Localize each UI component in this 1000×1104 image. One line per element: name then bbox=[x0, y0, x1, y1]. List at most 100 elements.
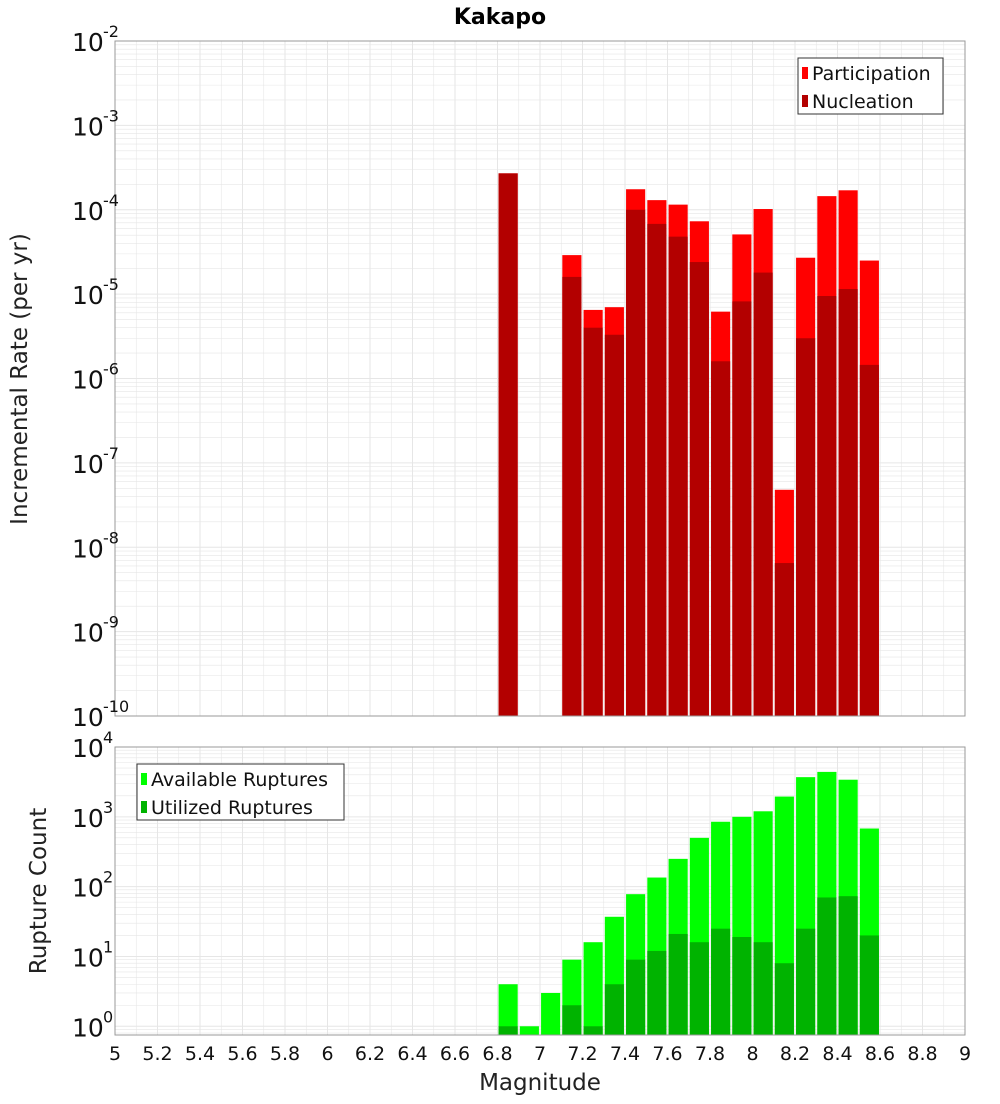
x-tick-label: 9 bbox=[959, 1043, 971, 1065]
rate-plot-frame bbox=[114, 40, 966, 717]
x-tick-label: 5.6 bbox=[227, 1043, 257, 1065]
rate-y-tick-exponent: -2 bbox=[103, 22, 119, 41]
x-tick-label: 7.4 bbox=[610, 1043, 640, 1065]
x-tick-label: 8 bbox=[746, 1043, 758, 1065]
count-bar-utilized-ruptures bbox=[859, 935, 879, 1035]
count-y-tick-exponent: 2 bbox=[103, 868, 113, 887]
chart-title: Kakapo bbox=[454, 5, 546, 30]
rate-bar-nucleation bbox=[838, 289, 858, 716]
rate-y-tick-exponent: -4 bbox=[103, 191, 119, 210]
count-legend-box bbox=[136, 763, 345, 821]
rate-y-tick-label: 10 bbox=[72, 619, 104, 648]
count-legend-swatch bbox=[141, 773, 147, 785]
count-bar-utilized-ruptures bbox=[732, 936, 752, 1035]
x-tick-label: 5.4 bbox=[185, 1043, 215, 1065]
count-y-tick-exponent: 3 bbox=[103, 798, 113, 817]
rate-bar-nucleation bbox=[626, 209, 646, 716]
rate-bar-nucleation bbox=[796, 338, 816, 716]
rate-bar-nucleation bbox=[562, 276, 582, 716]
rate-y-tick-label: 10 bbox=[72, 366, 104, 395]
count-bar-available-ruptures bbox=[583, 942, 603, 1035]
rate-bar-nucleation bbox=[817, 296, 837, 716]
rate-bar-nucleation bbox=[753, 272, 773, 716]
count-bar-utilized-ruptures bbox=[647, 950, 667, 1035]
rate-y-tick-label: 10 bbox=[72, 28, 104, 57]
count-bar-available-ruptures bbox=[519, 1026, 539, 1035]
count-bar-utilized-ruptures bbox=[838, 896, 858, 1035]
rate-legend-box bbox=[797, 57, 944, 115]
rate-y-tick-exponent: -3 bbox=[103, 106, 119, 125]
rate-y-tick-label: 10 bbox=[72, 450, 104, 479]
rate-bar-nucleation bbox=[604, 334, 624, 716]
rate-y-tick-exponent: -9 bbox=[103, 613, 119, 632]
count-bar-utilized-ruptures bbox=[753, 942, 773, 1035]
count-legend-label: Available Ruptures bbox=[151, 769, 328, 791]
count-y-tick-label: 10 bbox=[72, 943, 104, 972]
x-tick-label: 6.4 bbox=[397, 1043, 427, 1065]
rate-bar-nucleation bbox=[689, 262, 709, 716]
rate-y-tick-exponent: -8 bbox=[103, 528, 119, 547]
count-y-tick-exponent: 4 bbox=[103, 728, 113, 747]
count-y-tick-label: 10 bbox=[72, 804, 104, 833]
x-tick-label: 6.8 bbox=[482, 1043, 512, 1065]
count-bar-utilized-ruptures bbox=[604, 984, 624, 1035]
rate-bar-nucleation bbox=[732, 301, 752, 716]
rate-bar-nucleation bbox=[647, 223, 667, 716]
count-plot-frame bbox=[114, 746, 966, 1036]
x-tick-label: 8.8 bbox=[907, 1043, 937, 1065]
rate-legend-label: Participation bbox=[812, 63, 931, 85]
count-bar-utilized-ruptures bbox=[711, 928, 731, 1035]
x-tick-label: 7.8 bbox=[695, 1043, 725, 1065]
x-tick-label: 6.2 bbox=[355, 1043, 385, 1065]
rate-bar-nucleation bbox=[711, 361, 731, 716]
count-y-tick-label: 10 bbox=[72, 734, 104, 763]
rate-y-tick-label: 10 bbox=[72, 703, 104, 732]
rate-bar-nucleation bbox=[583, 327, 603, 716]
count-bar-available-ruptures bbox=[498, 984, 518, 1035]
x-tick-label: 8.2 bbox=[780, 1043, 810, 1065]
count-legend-label: Utilized Ruptures bbox=[151, 797, 313, 819]
count-bar-utilized-ruptures bbox=[562, 1005, 582, 1035]
rate-y-tick-exponent: -10 bbox=[103, 697, 129, 716]
rate-legend-label: Nucleation bbox=[812, 91, 914, 113]
x-axis-label: Magnitude bbox=[479, 1070, 601, 1096]
rate-y-tick-label: 10 bbox=[72, 197, 104, 226]
x-tick-label: 6.6 bbox=[440, 1043, 470, 1065]
x-tick-label: 6 bbox=[321, 1043, 333, 1065]
rate-bar-nucleation bbox=[774, 563, 794, 716]
count-y-tick-exponent: 1 bbox=[103, 937, 113, 956]
bottom-y-axis-label: Rupture Count bbox=[26, 808, 52, 974]
x-tick-label: 8.4 bbox=[822, 1043, 852, 1065]
count-bar-utilized-ruptures bbox=[817, 897, 837, 1035]
rate-y-tick-exponent: -5 bbox=[103, 275, 119, 294]
count-bar-utilized-ruptures bbox=[626, 959, 646, 1035]
x-tick-label: 7.2 bbox=[567, 1043, 597, 1065]
x-tick-label: 7 bbox=[534, 1043, 546, 1065]
x-tick-label: 7.6 bbox=[652, 1043, 682, 1065]
count-bar-utilized-ruptures bbox=[668, 933, 688, 1035]
count-y-tick-label: 10 bbox=[72, 874, 104, 903]
rate-legend-swatch bbox=[802, 95, 808, 107]
count-legend-swatch bbox=[141, 801, 147, 813]
count-bar-utilized-ruptures bbox=[689, 942, 709, 1035]
x-tick-label: 8.6 bbox=[865, 1043, 895, 1065]
rate-y-tick-label: 10 bbox=[72, 112, 104, 141]
rate-y-tick-label: 10 bbox=[72, 534, 104, 563]
count-bar-utilized-ruptures bbox=[498, 1026, 518, 1035]
count-bar-available-ruptures bbox=[541, 992, 561, 1035]
rate-y-tick-exponent: -7 bbox=[103, 444, 119, 463]
count-bar-utilized-ruptures bbox=[796, 928, 816, 1035]
top-y-axis-label: Incremental Rate (per yr) bbox=[7, 233, 33, 525]
rate-y-tick-exponent: -6 bbox=[103, 360, 119, 379]
rate-bar-nucleation bbox=[498, 173, 518, 716]
rate-bar-nucleation bbox=[859, 364, 879, 716]
rate-legend-swatch bbox=[802, 67, 808, 79]
count-bar-utilized-ruptures bbox=[583, 1026, 603, 1035]
x-tick-label: 5.8 bbox=[270, 1043, 300, 1065]
count-y-tick-label: 10 bbox=[72, 1013, 104, 1042]
count-y-tick-exponent: 0 bbox=[103, 1007, 113, 1026]
